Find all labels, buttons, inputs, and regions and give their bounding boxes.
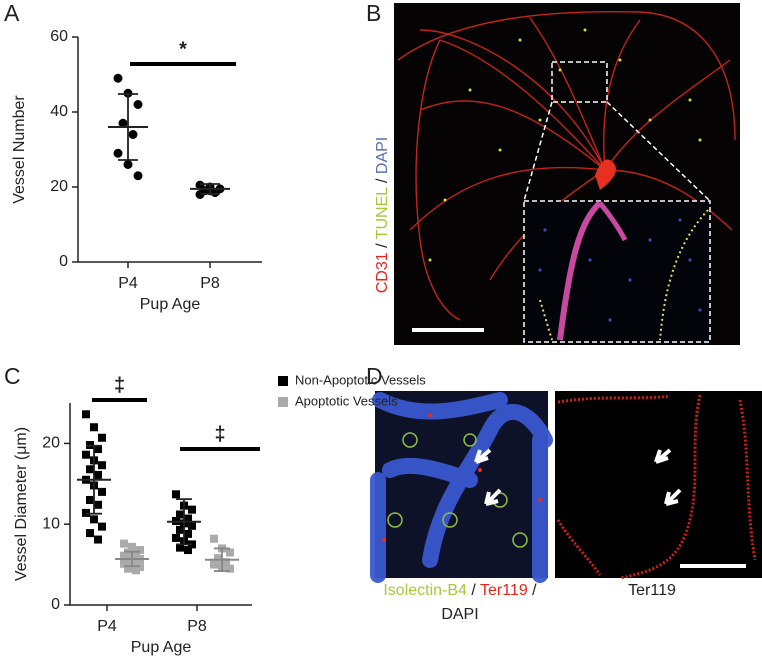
error-bar <box>214 547 230 572</box>
data-point <box>86 465 94 474</box>
data-point <box>222 558 230 567</box>
panel-label: A <box>4 0 20 26</box>
data-point <box>172 490 180 499</box>
y-tick-label: 0 <box>51 596 60 613</box>
x-axis-label: Pup Age <box>140 296 201 313</box>
data-point <box>98 522 106 531</box>
y-axis-label: Vessel Diameter (μm) <box>13 427 30 581</box>
panel-label: B <box>366 0 381 26</box>
caption-part: CD31 <box>374 252 391 293</box>
data-point <box>120 539 128 548</box>
data-point <box>184 514 192 523</box>
data-point <box>133 171 143 181</box>
caption-part: / <box>528 582 537 599</box>
data-point <box>136 546 144 555</box>
x-tick-label: P4 <box>118 275 138 292</box>
caption-part: / <box>467 582 480 599</box>
y-axis-label: Vessel Number <box>11 95 28 204</box>
data-point <box>184 529 192 538</box>
data-point <box>98 433 106 442</box>
panel-label: D <box>366 363 383 389</box>
y-tick-label: 60 <box>50 28 68 45</box>
data-point <box>82 410 90 419</box>
data-point <box>188 521 196 530</box>
data-point <box>90 515 98 524</box>
data-point <box>128 542 136 551</box>
data-point <box>132 558 140 567</box>
caption-part: Ter119 <box>480 582 528 599</box>
data-point <box>124 564 132 573</box>
data-point <box>94 445 102 454</box>
microscopy-image <box>370 391 762 583</box>
legend-swatch <box>278 376 288 386</box>
significance-label: ‡ <box>114 374 125 396</box>
data-point <box>214 554 222 563</box>
error-bar <box>200 183 220 195</box>
data-point <box>98 487 106 496</box>
data-point <box>86 529 94 538</box>
significance-label: * <box>179 38 187 60</box>
caption-part: / <box>374 239 391 252</box>
error-bar <box>176 498 192 546</box>
data-point <box>128 130 138 139</box>
caption-part: TUNEL <box>374 187 391 240</box>
legend-label: Non-Apoptotic Vessels <box>295 372 426 387</box>
image-caption: DAPI <box>441 606 478 623</box>
x-tick-label: P8 <box>187 618 207 635</box>
data-point <box>176 525 184 534</box>
data-point <box>120 552 128 561</box>
error-bar <box>124 550 140 568</box>
significance-label: ‡ <box>214 423 225 445</box>
data-point <box>176 510 184 519</box>
data-point <box>94 470 102 479</box>
x-tick-label: P8 <box>200 275 220 292</box>
y-tick-label: 20 <box>50 178 68 195</box>
x-tick-label: P4 <box>97 618 117 635</box>
legend-label: Apoptotic Vessels <box>295 393 398 408</box>
data-point <box>226 548 234 557</box>
data-point <box>172 533 180 542</box>
data-point <box>82 450 90 459</box>
data-point <box>210 534 218 543</box>
y-tick-label: 20 <box>42 435 60 452</box>
data-point <box>176 543 184 552</box>
y-tick-label: 40 <box>50 103 68 120</box>
data-point <box>188 505 196 514</box>
image-caption: Ter119 <box>628 582 676 599</box>
retina-image <box>394 3 740 345</box>
caption-part: / <box>374 174 391 187</box>
image-caption: CD31 / TUNEL / DAPI <box>374 137 391 294</box>
data-point <box>124 557 132 566</box>
y-tick-label: 0 <box>59 253 68 270</box>
data-point <box>133 100 143 109</box>
data-point <box>113 148 123 158</box>
error-bar <box>118 93 138 161</box>
y-tick-label: 10 <box>42 515 60 532</box>
data-point <box>113 73 123 83</box>
data-point <box>226 564 234 573</box>
data-point <box>94 535 102 544</box>
caption-part: Isolectin-B4 <box>383 582 467 599</box>
caption-part: DAPI <box>374 137 391 174</box>
panel-label: C <box>4 363 21 389</box>
legend-swatch <box>278 397 288 407</box>
image-caption: Isolectin-B4 / Ter119 / <box>383 582 537 599</box>
x-axis-label: Pup Age <box>131 639 192 656</box>
data-point <box>184 546 192 555</box>
data-point <box>132 566 140 575</box>
data-point <box>123 160 133 169</box>
data-point <box>210 560 218 569</box>
data-point <box>94 500 102 509</box>
data-point <box>86 495 94 504</box>
data-point <box>118 118 128 128</box>
data-point <box>98 461 106 470</box>
data-point <box>90 423 98 432</box>
error-bar <box>86 444 102 515</box>
